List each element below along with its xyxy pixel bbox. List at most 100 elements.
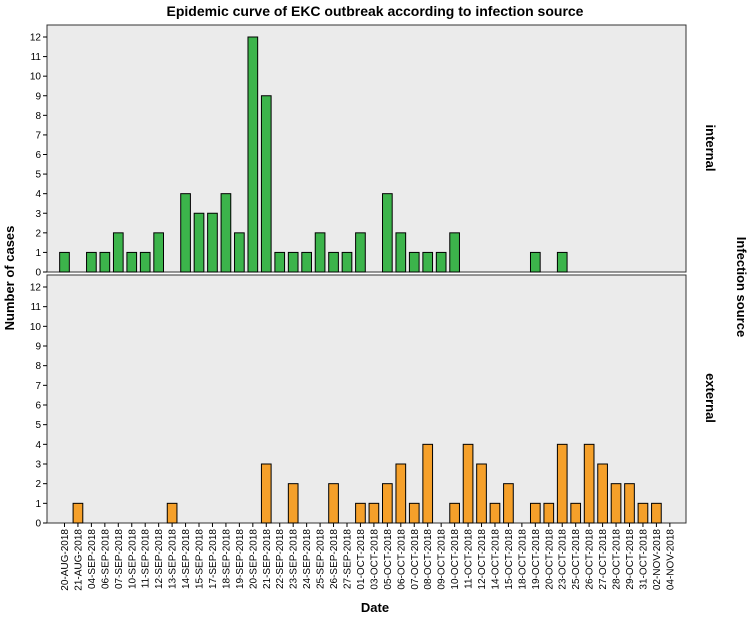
bar-external bbox=[583, 443, 595, 524]
y-tick-label: 8 bbox=[35, 361, 41, 372]
x-tick-label: 12-SEP-2018 bbox=[154, 529, 165, 589]
bar-internal bbox=[86, 251, 97, 273]
x-tick-label: 26-SEP-2018 bbox=[329, 529, 340, 589]
y-tick-label: 6 bbox=[35, 401, 41, 412]
x-tick-label: 06-SEP-2018 bbox=[100, 529, 111, 589]
bar-external bbox=[449, 502, 460, 524]
bar-external bbox=[382, 483, 393, 524]
panel-internal bbox=[46, 24, 687, 273]
y-tick-label: 2 bbox=[35, 228, 41, 239]
bar-internal bbox=[99, 251, 111, 273]
x-tick-label: 21-SEP-2018 bbox=[262, 529, 273, 589]
x-tick-label: 18-OCT-2018 bbox=[517, 529, 528, 590]
bar-external bbox=[260, 463, 272, 524]
x-tick-label: 14-SEP-2018 bbox=[181, 529, 192, 589]
bar-internal bbox=[435, 251, 447, 273]
x-tick-label: 25-OCT-2018 bbox=[571, 529, 582, 590]
x-tick-label: 20-OCT-2018 bbox=[544, 529, 555, 590]
y-tick-label: 7 bbox=[35, 130, 41, 141]
bar-external bbox=[570, 502, 582, 524]
bar-internal bbox=[234, 232, 245, 273]
y-tick-label: 0 bbox=[35, 519, 41, 530]
bar-internal bbox=[207, 212, 218, 273]
x-tick-label: 04-SEP-2018 bbox=[87, 529, 98, 589]
bar-internal bbox=[355, 232, 366, 273]
panel-label-external: external bbox=[703, 373, 718, 423]
x-tick-label: 27-OCT-2018 bbox=[598, 529, 609, 590]
x-tick-label: 04-NOV-2018 bbox=[665, 529, 676, 591]
x-tick-label: 19-SEP-2018 bbox=[235, 529, 246, 589]
bar-internal bbox=[328, 251, 339, 273]
y-tick-label: 12 bbox=[30, 283, 42, 294]
bar-external bbox=[624, 483, 635, 524]
x-tick-label: 06-OCT-2018 bbox=[396, 529, 407, 590]
y-tick-label: 1 bbox=[35, 499, 41, 510]
y-tick-label: 10 bbox=[30, 72, 42, 83]
x-tick-label: 27-SEP-2018 bbox=[342, 529, 353, 589]
bar-external bbox=[651, 502, 662, 524]
bar-internal bbox=[301, 251, 312, 273]
x-tick-label: 10-OCT-2018 bbox=[450, 529, 461, 590]
x-tick-label: 21-AUG-2018 bbox=[73, 529, 84, 591]
bar-external bbox=[637, 502, 649, 524]
x-tick-label: 09-OCT-2018 bbox=[437, 529, 448, 590]
x-tick-label: 10-SEP-2018 bbox=[127, 529, 138, 589]
x-tick-label: 26-OCT-2018 bbox=[585, 529, 596, 590]
facet-axis-title: Infection source bbox=[734, 237, 749, 337]
x-tick-label: 19-OCT-2018 bbox=[531, 529, 542, 590]
bar-internal bbox=[247, 36, 259, 273]
bar-external bbox=[489, 502, 501, 524]
bar-external bbox=[462, 443, 474, 524]
bar-internal bbox=[153, 232, 164, 273]
bar-external bbox=[476, 463, 487, 524]
bar-external bbox=[529, 502, 541, 524]
bar-internal bbox=[341, 251, 353, 273]
panel-label-internal: internal bbox=[703, 125, 718, 172]
bar-internal bbox=[382, 193, 393, 273]
bar-internal bbox=[395, 232, 407, 273]
bar-internal bbox=[556, 251, 568, 273]
chart-title: Epidemic curve of EKC outbreak according… bbox=[167, 3, 584, 19]
y-tick-label: 5 bbox=[35, 420, 41, 431]
x-tick-label: 03-OCT-2018 bbox=[369, 529, 380, 590]
x-tick-label: 07-OCT-2018 bbox=[410, 529, 421, 590]
x-tick-label: 05-OCT-2018 bbox=[383, 529, 394, 590]
y-tick-label: 9 bbox=[35, 342, 41, 353]
bar-internal bbox=[422, 251, 434, 273]
y-tick-label: 4 bbox=[35, 440, 41, 451]
x-tick-label: 01-OCT-2018 bbox=[356, 529, 367, 590]
x-tick-label: 28-OCT-2018 bbox=[612, 529, 623, 590]
x-tick-label: 13-SEP-2018 bbox=[168, 529, 179, 589]
bar-internal bbox=[260, 95, 272, 273]
x-tick-label: 25-SEP-2018 bbox=[316, 529, 327, 589]
x-tick-label: 14-OCT-2018 bbox=[490, 529, 501, 590]
panel-external bbox=[46, 274, 687, 524]
x-tick-label: 20-SEP-2018 bbox=[248, 529, 259, 589]
y-axis-title: Number of cases bbox=[2, 226, 17, 331]
x-tick-label: 23-SEP-2018 bbox=[289, 529, 300, 589]
bar-external bbox=[355, 502, 366, 524]
x-tick-label: 20-AUG-2018 bbox=[60, 529, 71, 591]
y-tick-label: 3 bbox=[35, 460, 41, 471]
x-tick-label: 07-SEP-2018 bbox=[114, 529, 125, 589]
bar-internal bbox=[139, 251, 151, 273]
bar-external bbox=[610, 483, 622, 524]
y-tick-label: 11 bbox=[31, 52, 42, 63]
bar-internal bbox=[449, 232, 460, 273]
x-tick-label: 15-SEP-2018 bbox=[195, 529, 206, 589]
bar-internal bbox=[529, 251, 541, 273]
bar-external bbox=[166, 502, 178, 524]
bar-internal bbox=[220, 193, 232, 273]
y-tick-label: 9 bbox=[35, 91, 41, 102]
bar-internal bbox=[274, 251, 286, 273]
bar-external bbox=[395, 463, 407, 524]
bar-external bbox=[422, 443, 434, 524]
y-tick-label: 1 bbox=[35, 248, 41, 259]
bar-internal bbox=[59, 251, 70, 273]
x-tick-label: 02-NOV-2018 bbox=[652, 529, 663, 591]
x-tick-label: 18-SEP-2018 bbox=[221, 529, 232, 589]
bar-external bbox=[287, 483, 299, 524]
y-tick-label: 6 bbox=[35, 150, 41, 161]
x-tick-label: 31-OCT-2018 bbox=[638, 529, 649, 590]
x-tick-label: 23-OCT-2018 bbox=[558, 529, 569, 590]
